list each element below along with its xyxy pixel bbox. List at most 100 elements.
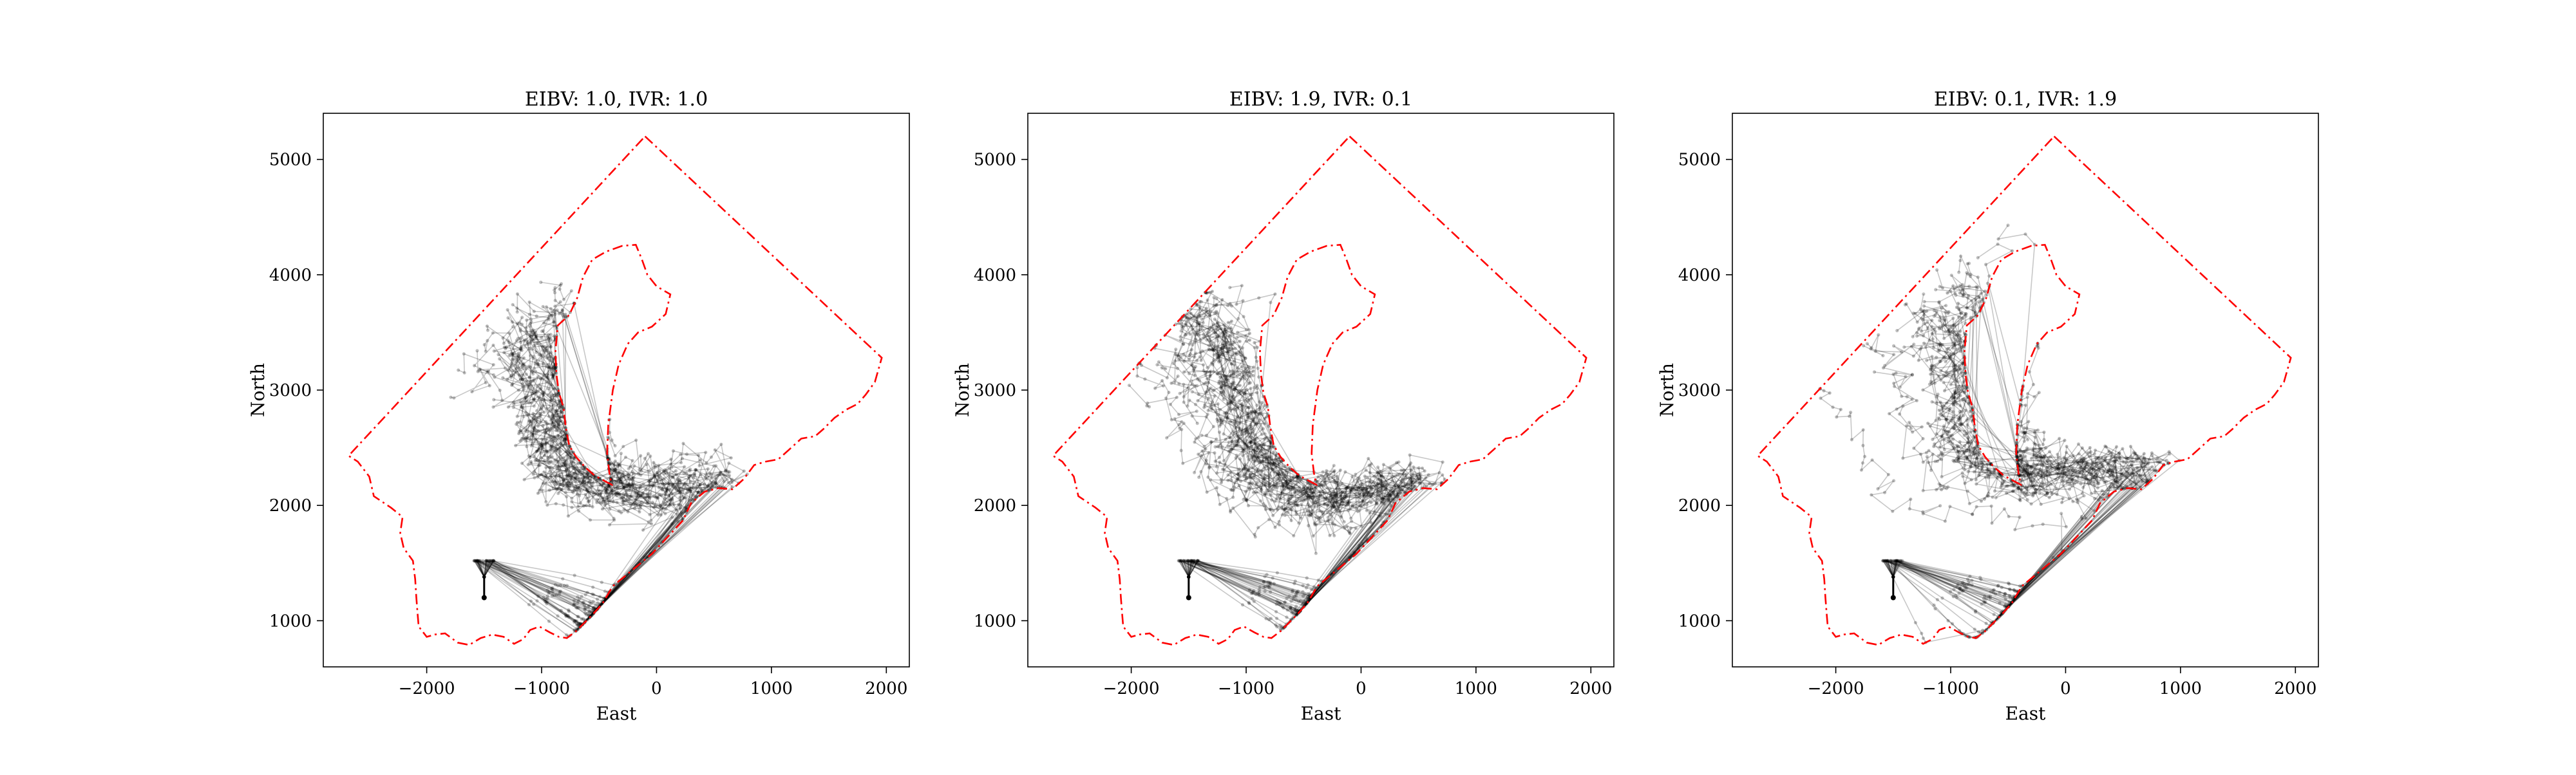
trajectory-point (527, 463, 530, 466)
trajectory-point (561, 308, 564, 312)
y-axis-label: North (952, 363, 973, 417)
trajectory-point (1218, 424, 1221, 427)
trajectory-point (1199, 470, 1202, 473)
trajectory-point (1831, 406, 1834, 409)
trajectory-point (1182, 370, 1186, 373)
trajectory-point (556, 443, 559, 446)
trajectory-point (2026, 395, 2029, 398)
trajectory-point (1947, 422, 1950, 425)
trajectory-point (1179, 335, 1182, 339)
trajectory-point (1257, 375, 1260, 378)
trajectory-point (507, 406, 510, 409)
trajectory-point (531, 372, 535, 375)
trajectory-point (2032, 447, 2035, 450)
trajectory-point (1358, 500, 1361, 503)
trajectory-point (2060, 501, 2063, 504)
trajectory-point (581, 601, 584, 604)
trajectory-point (1249, 375, 1252, 378)
x-axis-label: East (596, 703, 638, 724)
trajectory-point (1293, 582, 1296, 585)
trajectory-point (626, 510, 629, 513)
trajectory-point (728, 471, 731, 474)
trajectory-point (1967, 470, 1970, 473)
trajectory-point (1919, 453, 1922, 456)
trajectory-point (1283, 514, 1287, 517)
trajectory-point (2038, 492, 2041, 495)
trajectory-point (498, 357, 501, 360)
trajectory-point (1256, 526, 1260, 529)
trajectory-point (1307, 503, 1310, 506)
trajectory-point (2135, 457, 2138, 460)
trajectory-point (1207, 409, 1210, 412)
trajectory-point (589, 478, 592, 481)
trajectory-point (478, 368, 481, 371)
trajectory-point (1273, 526, 1276, 529)
trajectory-point (1951, 622, 1954, 625)
trajectory-point (1244, 478, 1247, 481)
trajectory-point (529, 366, 532, 369)
trajectory-point (669, 463, 672, 466)
trajectory-point (516, 337, 520, 340)
trajectory-point (1892, 344, 1895, 348)
trajectory-point (1204, 373, 1208, 377)
trajectory-point (1269, 582, 1272, 585)
x-tick-label: 0 (1356, 679, 1367, 698)
trajectory-point (507, 331, 511, 335)
trajectory-point (520, 377, 523, 380)
y-tick-label: 1000 (269, 612, 312, 631)
trajectory-point (1332, 505, 1336, 509)
trajectory-point (540, 438, 544, 441)
trajectory-point (1246, 445, 1249, 448)
trajectory-point (1423, 469, 1426, 472)
trajectory-point (1971, 513, 1974, 516)
trajectory-point (1891, 510, 1894, 513)
trajectory-point (2041, 464, 2044, 467)
trajectory-point (1350, 519, 1353, 523)
trajectory-point (551, 313, 554, 317)
trajectory-point (567, 610, 571, 613)
trajectory-point (576, 505, 580, 508)
trajectory-point (1248, 331, 1251, 335)
trajectory-point (1215, 486, 1218, 489)
trajectory-point (666, 489, 669, 492)
trajectory-point (743, 469, 746, 472)
trajectory-point (596, 478, 600, 481)
chart-title: EIBV: 1.0, IVR: 1.0 (525, 88, 708, 111)
trajectory-point (1961, 288, 1964, 292)
trajectory-point (1882, 559, 1885, 563)
trajectory-point (2103, 445, 2107, 448)
trajectory-point (2080, 476, 2083, 479)
trajectory-point (1835, 415, 1838, 418)
trajectory-point (1898, 413, 1901, 416)
trajectory-point (1969, 430, 1972, 433)
trajectory-point (552, 321, 555, 324)
trajectory-point (656, 496, 659, 499)
trajectory-point (1876, 487, 1879, 490)
trajectory-point (1238, 467, 1241, 471)
trajectory-point (611, 438, 614, 442)
trajectory-point (1164, 397, 1168, 400)
trajectory-point (1368, 471, 1372, 474)
trajectory-point (1957, 460, 1960, 463)
trajectory-point (1403, 484, 1406, 487)
trajectory-point (1964, 322, 1967, 325)
trajectory-point (2088, 446, 2092, 449)
trajectory-point (1206, 413, 1209, 416)
trajectory-point (1323, 481, 1327, 484)
trajectory-point (629, 495, 632, 498)
trajectory-point (1971, 451, 1974, 454)
trajectory-point (1941, 415, 1944, 418)
trajectory-point (659, 504, 662, 507)
trajectory-point (1173, 381, 1176, 384)
trajectory-point (1229, 326, 1233, 330)
trajectory-point (627, 473, 630, 476)
trajectory-point (1967, 285, 1971, 288)
trajectory-point (578, 471, 582, 474)
trajectory-point (670, 465, 673, 469)
trajectory-point (1951, 434, 1954, 437)
trajectory-point (550, 587, 553, 590)
trajectory-point (2070, 484, 2074, 487)
trajectory-point (542, 305, 545, 308)
trajectory-point (518, 328, 522, 331)
trajectory-point (1217, 402, 1220, 406)
